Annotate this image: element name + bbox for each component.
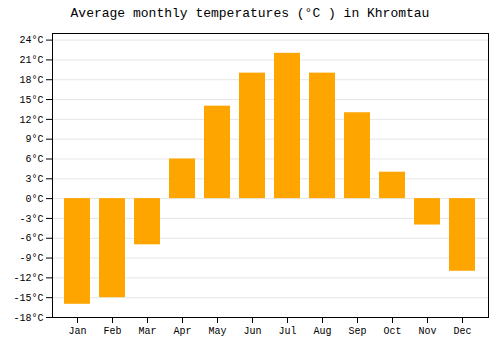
svg-text:9°C: 9°C xyxy=(25,134,43,145)
svg-text:Mar: Mar xyxy=(138,326,156,337)
svg-text:Aug: Aug xyxy=(313,326,331,337)
svg-text:6°C: 6°C xyxy=(25,154,43,165)
svg-text:-18°C: -18°C xyxy=(13,313,43,324)
svg-text:24°C: 24°C xyxy=(19,35,43,46)
svg-text:12°C: 12°C xyxy=(19,115,43,126)
svg-text:Sep: Sep xyxy=(348,326,366,337)
svg-text:-12°C: -12°C xyxy=(13,273,43,284)
svg-text:-3°C: -3°C xyxy=(19,214,43,225)
svg-text:15°C: 15°C xyxy=(19,95,43,106)
html-text:Average monthly temperatures (: Average monthly temperatures (°C ) in Kh… xyxy=(70,6,430,21)
svg-text:0°C: 0°C xyxy=(25,194,43,205)
svg-text:Nov: Nov xyxy=(418,326,436,337)
svg-text:-6°C: -6°C xyxy=(19,233,43,244)
svg-text:-15°C: -15°C xyxy=(13,293,43,304)
svg-text:Jun: Jun xyxy=(243,326,261,337)
svg-text:Apr: Apr xyxy=(173,326,191,337)
svg-text:Oct: Oct xyxy=(383,326,401,337)
svg-text:-9°C: -9°C xyxy=(19,253,43,264)
svg-text:May: May xyxy=(208,326,226,337)
svg-text:Jul: Jul xyxy=(278,326,296,337)
svg-text:Dec: Dec xyxy=(453,326,471,337)
svg-text:18°C: 18°C xyxy=(19,75,43,86)
svg-text:Feb: Feb xyxy=(103,326,121,337)
svg-text:Jan: Jan xyxy=(68,326,86,337)
svg-text:3°C: 3°C xyxy=(25,174,43,185)
svg-text:21°C: 21°C xyxy=(19,55,43,66)
